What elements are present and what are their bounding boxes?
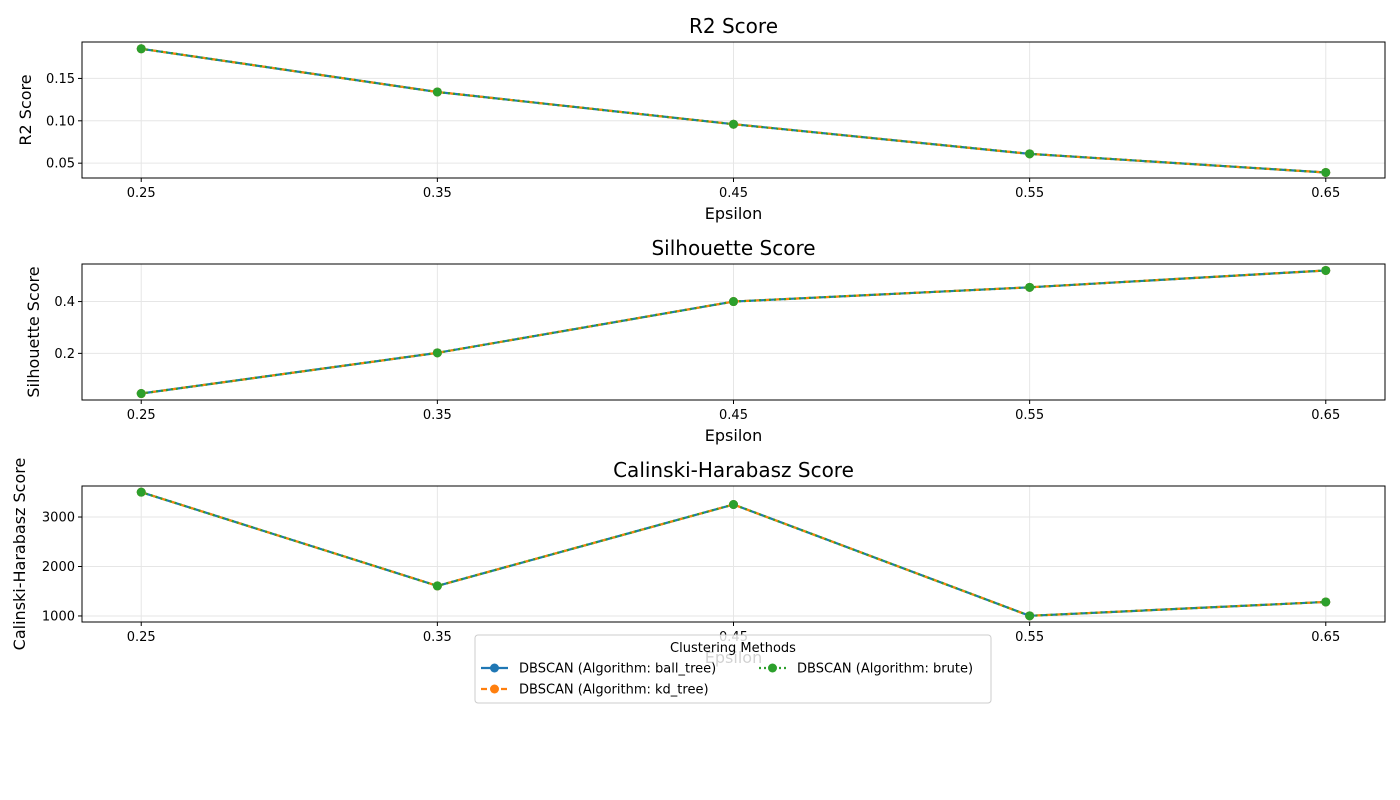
data-point	[729, 119, 738, 129]
x-tick-label: 0.45	[719, 186, 748, 201]
data-point	[432, 348, 442, 358]
data-point	[729, 500, 738, 510]
chart-title: R2 Score	[689, 14, 778, 38]
x-tick-label: 0.65	[1311, 630, 1340, 645]
data-point	[1321, 167, 1331, 177]
y-tick-label: 1000	[42, 609, 75, 624]
data-point	[432, 581, 442, 591]
x-axis-label: Epsilon	[705, 426, 762, 445]
y-axis-label: Silhouette Score	[24, 266, 43, 397]
data-point	[1321, 265, 1331, 275]
legend-label-1: DBSCAN (Algorithm: ball_tree)	[519, 662, 716, 677]
x-tick-label: 0.25	[127, 408, 156, 423]
x-tick-label: 0.55	[1015, 630, 1044, 645]
series-line-2	[140, 491, 1326, 617]
series-line-2	[141, 47, 1326, 174]
data-point	[136, 389, 146, 399]
y-axis-label: R2 Score	[16, 74, 35, 145]
x-tick-label: 0.25	[127, 630, 156, 645]
y-axis-label: Calinski-Harabasz Score	[10, 458, 29, 651]
chart-panel-1: 0.25 0.35 0.45 0.55 0.65 0.05 0.10 0.15 R2 Score…	[16, 14, 1386, 223]
data-point	[136, 487, 146, 497]
legend-marker-1	[490, 663, 499, 673]
data-point	[432, 87, 442, 97]
data-point	[136, 44, 146, 54]
x-tick-label: 0.55	[1015, 186, 1044, 201]
legend-label-2: DBSCAN (Algorithm: kd_tree)	[519, 683, 709, 698]
x-tick-label: 0.55	[1015, 408, 1044, 423]
x-tick-label: 0.25	[127, 186, 156, 201]
x-tick-label: 0.35	[423, 186, 452, 201]
series-line-2	[141, 269, 1326, 395]
x-tick-label: 0.65	[1311, 408, 1340, 423]
data-point	[729, 297, 738, 307]
data-point	[1025, 149, 1035, 159]
y-tick-label: 0.2	[54, 347, 75, 362]
y-tick-label: 2000	[42, 560, 75, 575]
y-tick-label: 3000	[42, 511, 75, 526]
chart-panel-3: 0.250.350.450.550.65100020003000Calinski…	[10, 458, 1386, 667]
data-point	[1025, 282, 1035, 292]
legend-marker-3	[768, 663, 777, 673]
data-point	[1321, 597, 1331, 607]
y-tick-label: 0.05	[46, 157, 75, 172]
x-tick-label: 0.45	[719, 408, 748, 423]
chart-title: Calinski-Harabasz Score	[613, 458, 854, 482]
legend-marker-2	[490, 684, 499, 694]
legend-title: Clustering Methods	[670, 641, 796, 656]
legend: Clustering Methods DBSCAN (Algorithm: bal…	[474, 634, 992, 704]
y-tick-label: 0.15	[46, 72, 75, 87]
x-tick-label: 0.35	[423, 408, 452, 423]
chart-panel-2: 0.25 0.35 0.45 0.55 0.65 0.2 0.4 Silhouette Sco…	[24, 236, 1386, 445]
y-tick-label: 0.10	[46, 114, 75, 129]
x-tick-label: 0.35	[423, 630, 452, 645]
chart-title: Silhouette Score	[651, 236, 815, 260]
y-tick-label: 0.4	[54, 295, 75, 310]
legend-label-3: DBSCAN (Algorithm: brute)	[797, 662, 973, 677]
x-tick-label: 0.65	[1311, 186, 1340, 201]
x-axis-label: Epsilon	[705, 204, 762, 223]
legend-box	[474, 634, 992, 704]
data-point	[1025, 611, 1035, 621]
